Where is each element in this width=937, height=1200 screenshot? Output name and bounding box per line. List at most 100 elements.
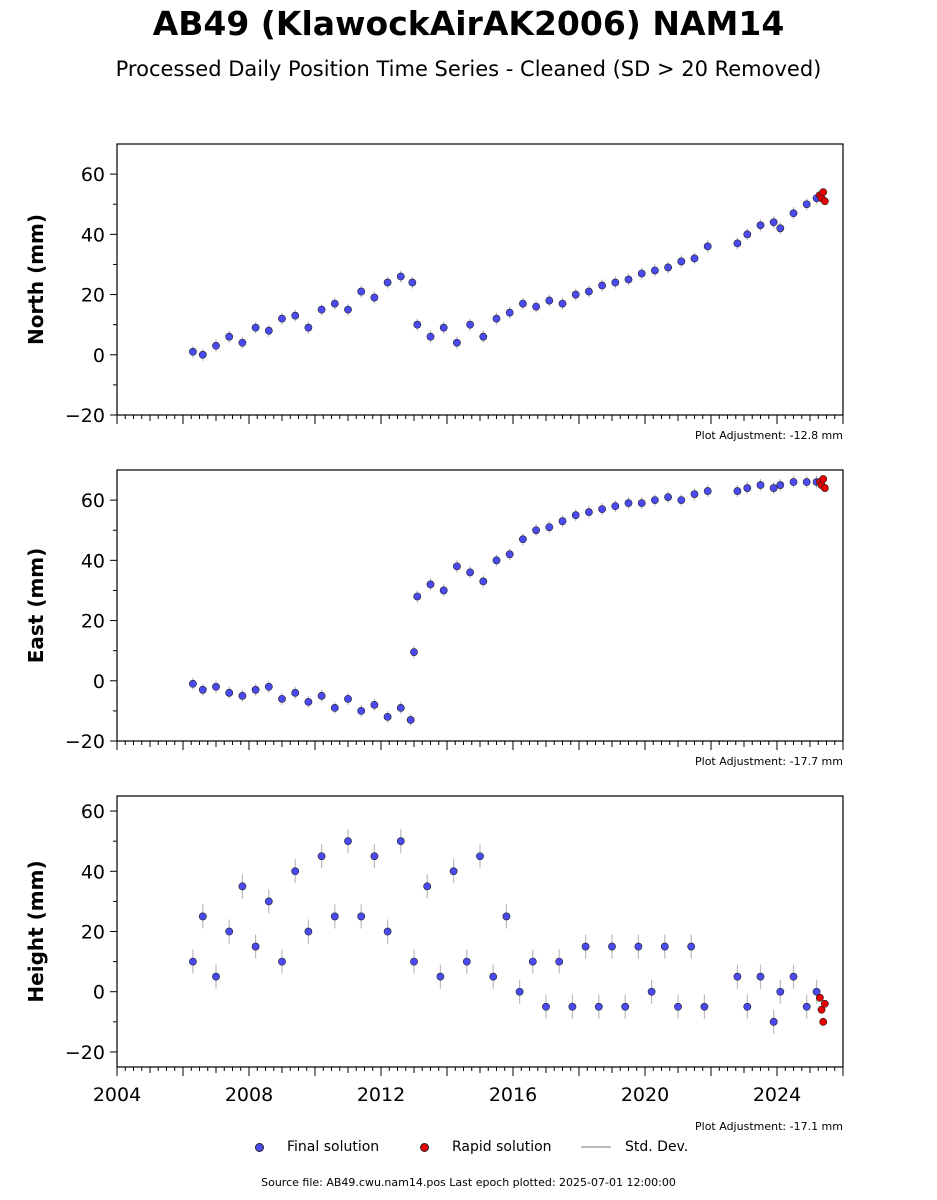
north-final-point-40 [703, 242, 712, 251]
north-final-point-3 [225, 332, 234, 341]
height-rapid-point-0 [816, 993, 824, 1002]
height-final-point-37 [674, 1002, 682, 1011]
height-final-point-36 [660, 942, 669, 951]
height-final-point-40 [733, 972, 742, 981]
height-final-point-45 [789, 972, 798, 981]
east-final-point-30 [558, 517, 567, 526]
north-final-point-6 [264, 326, 273, 335]
north-final-point-10 [317, 305, 326, 314]
north-axes-frame [116, 143, 844, 416]
east-final-point-23 [466, 568, 474, 577]
east-final-point-12 [344, 694, 352, 703]
east-final-point-5 [251, 685, 260, 694]
height-final-point-3 [225, 927, 234, 936]
north-final-point-47 [802, 200, 811, 209]
legend-rapid-label: Rapid solution [452, 1139, 552, 1155]
east-final-point-33 [598, 505, 606, 514]
height-final-point-14 [370, 852, 379, 861]
north-final-point-12 [344, 305, 352, 314]
height-final-point-10 [317, 852, 326, 861]
height-ylabel: Height (mm) [24, 860, 48, 1002]
east-final-point-27 [519, 535, 527, 544]
east-final-point-19 [413, 592, 422, 601]
north-final-point-21 [452, 338, 461, 347]
north-final-point-23 [479, 332, 488, 341]
height-rapid-point-3 [820, 999, 829, 1008]
east-final-point-26 [505, 550, 514, 559]
height-final-point-44 [776, 987, 785, 996]
east-rapid-point-2 [819, 475, 828, 483]
height-final-point-43 [769, 1017, 778, 1026]
north-final-point-4 [238, 338, 247, 347]
north-final-point-8 [291, 311, 300, 320]
east-final-point-44 [756, 481, 765, 489]
east-final-point-14 [370, 700, 379, 709]
height-final-point-5 [251, 942, 260, 951]
height-final-point-27 [542, 1002, 550, 1011]
height-final-point-19 [436, 972, 445, 981]
east-final-point-13 [357, 706, 366, 715]
height-rapid-point-1 [817, 1005, 826, 1014]
legend-item-rapid: Rapid solution [420, 1137, 552, 1157]
height-final-point-21 [462, 957, 471, 966]
height-xtick-label-1: 2008 [225, 1084, 273, 1106]
east-final-point-31 [571, 511, 580, 520]
east-final-point-3 [225, 688, 234, 697]
height-final-point-20 [449, 867, 458, 876]
east-final-point-28 [532, 526, 540, 535]
legend-item-std: Std. Dev. [581, 1137, 688, 1157]
north-final-point-5 [251, 323, 260, 332]
east-final-point-41 [703, 487, 712, 495]
east-final-point-7 [278, 694, 286, 703]
height-ytick-label-3: 40 [81, 861, 105, 883]
height-rapid-point-2 [819, 1017, 828, 1026]
north-ytick-label-0: −20 [65, 405, 105, 427]
east-final-point-38 [664, 493, 672, 501]
north-final-point-25 [505, 308, 514, 317]
height-final-point-13 [357, 912, 366, 921]
north-final-point-46 [789, 209, 798, 218]
legend-rapid-marker [420, 1143, 429, 1152]
north-final-point-34 [624, 275, 633, 284]
north-final-point-35 [637, 269, 646, 278]
east-final-point-22 [452, 562, 461, 571]
panel-north: −20 0 20 40 60 North (mm) Plot Adjustment: -12… [24, 143, 844, 442]
north-final-point-16 [396, 272, 405, 281]
height-ytick-label-1: 0 [93, 982, 105, 1004]
height-final-point-11 [330, 912, 339, 921]
legend-final-label: Final solution [287, 1139, 380, 1155]
height-final-point-8 [291, 867, 300, 876]
height-xtick-label-3: 2016 [489, 1084, 537, 1106]
height-final-point-46 [802, 1002, 811, 1011]
height-final-point-30 [581, 942, 590, 951]
panel-height: −20 0 20 40 60 2004 2008 2012 2016 2020 2024 Height… [24, 795, 844, 1133]
east-final-point-48 [802, 478, 811, 486]
height-final-point-33 [621, 1002, 630, 1011]
north-final-point-9 [304, 323, 313, 332]
east-ytick-label-3: 40 [81, 550, 105, 572]
height-final-point-35 [647, 987, 656, 996]
north-final-point-19 [426, 332, 435, 341]
east-final-point-2 [212, 682, 220, 691]
height-final-point-4 [238, 882, 247, 891]
height-xtick-label-2: 2012 [357, 1084, 405, 1106]
north-final-point-39 [690, 254, 699, 263]
east-final-point-17 [406, 716, 415, 724]
legend: Final solution Rapid solution Std. Dev. [0, 1137, 937, 1157]
north-final-point-44 [769, 218, 778, 227]
east-final-point-21 [439, 586, 448, 595]
east-final-point-8 [291, 688, 300, 697]
north-final-point-36 [651, 266, 659, 275]
east-ytick-label-0: −20 [65, 731, 105, 753]
east-final-point-34 [611, 502, 620, 511]
east-final-point-43 [743, 484, 752, 492]
height-final-point-12 [344, 837, 352, 846]
north-final-point-20 [439, 323, 448, 332]
east-ytick-label-2: 20 [81, 611, 105, 633]
east-plot-adjustment: Plot Adjustment: -17.7 mm [695, 755, 843, 768]
north-ytick-label-3: 40 [81, 224, 105, 246]
height-final-point-17 [410, 957, 418, 966]
east-final-point-16 [396, 703, 405, 712]
east-final-point-32 [585, 508, 593, 517]
